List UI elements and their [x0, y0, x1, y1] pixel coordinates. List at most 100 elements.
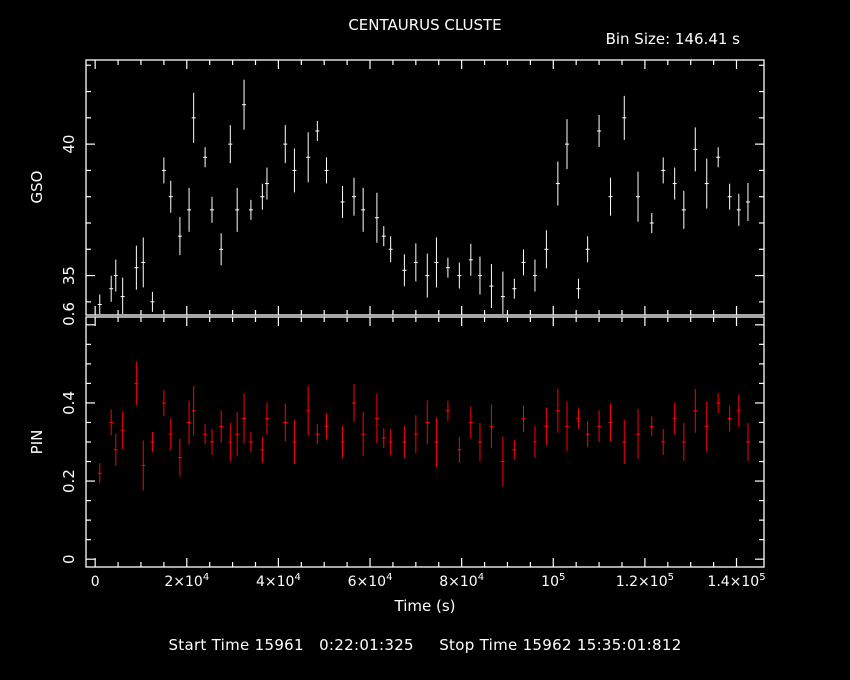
stop-time-value: 15962 15:35:01:812 [522, 636, 682, 654]
gso-y-tick-label: 35 [60, 266, 78, 285]
gso-point [264, 167, 269, 200]
x-tick-label: 105 [541, 572, 565, 590]
gso-point [445, 257, 450, 278]
gso-point [361, 187, 366, 232]
gso-point [745, 182, 750, 221]
gso-point [306, 132, 311, 183]
gso-point [120, 277, 125, 314]
start-time-value: 15961 0:22:01:325 [254, 636, 414, 654]
gso-bottom-tick-label: 0.6 [60, 302, 78, 326]
pin-point [477, 423, 482, 461]
gso-point [340, 185, 345, 218]
gso-point [324, 157, 329, 184]
gso-point [716, 147, 721, 168]
x-tick-label: 2×104 [164, 572, 209, 590]
pin-point [292, 420, 297, 464]
gso-point [532, 259, 537, 292]
gso-point [283, 125, 288, 164]
pin-point [681, 423, 686, 461]
gso-point [209, 196, 214, 223]
gso-point [292, 148, 297, 193]
gso-point [177, 217, 182, 256]
gso-point [141, 237, 146, 288]
gso-point [477, 256, 482, 295]
gso-point [248, 199, 253, 220]
pin-point [134, 361, 139, 406]
pin-point [597, 410, 602, 443]
gso-point [402, 254, 407, 287]
gso-point [704, 158, 709, 209]
gso-point [500, 271, 505, 314]
gso-point [622, 95, 627, 140]
pin-point [716, 392, 721, 413]
x-tick-label: 0 [91, 574, 100, 590]
pin-point [468, 406, 473, 439]
gso-point [649, 212, 654, 233]
pin-point [235, 412, 240, 457]
pin-point [532, 426, 537, 458]
pin-point [361, 412, 366, 457]
gso-point [109, 275, 114, 302]
pin-point [168, 418, 173, 451]
pin-point [512, 439, 517, 460]
pin-point [434, 417, 439, 467]
pin-series [97, 361, 750, 491]
gso-point [512, 278, 517, 299]
pin-point [191, 385, 196, 436]
pin-point [177, 438, 182, 477]
pin-y-tick-label: 0.2 [60, 469, 78, 493]
pin-point [187, 400, 192, 445]
gso-point [203, 147, 208, 168]
pin-point [622, 420, 627, 464]
pin-point [203, 424, 208, 445]
axes: 0 2×104 4×104 6×104 8×104 105 1.2×105 1.4×105 35… [60, 60, 766, 590]
pin-point [150, 432, 155, 452]
bin-size-label: Bin Size: 146.41 s [606, 30, 741, 48]
pin-point [555, 388, 560, 433]
pin-point [264, 402, 269, 435]
gso-point [636, 171, 641, 222]
gso-point [681, 190, 686, 229]
gso-point [187, 187, 192, 232]
gso-point [168, 180, 173, 213]
gso-point [219, 233, 224, 266]
gso-y-tick-label: 40 [60, 135, 78, 154]
pin-y-tick-label: 0.4 [60, 391, 78, 415]
gso-point [672, 167, 677, 200]
gso-panel-frame [85, 59, 765, 316]
gso-point [413, 243, 418, 282]
gso-point [434, 237, 439, 288]
pin-point [693, 388, 698, 433]
pin-point [576, 408, 581, 429]
start-time-label: Start Time [168, 636, 250, 654]
gso-point [315, 120, 320, 141]
gso-point [608, 177, 613, 216]
gso-point [585, 236, 590, 263]
pin-point [445, 400, 450, 421]
pin-point [413, 415, 418, 454]
gso-point [97, 294, 102, 314]
pin-point [608, 403, 613, 442]
gso-point [425, 253, 430, 298]
gso-point [381, 226, 386, 247]
x-tick-label: 1.2×105 [616, 572, 674, 590]
gso-point [242, 79, 247, 130]
x-tick-label: 4×104 [256, 572, 301, 590]
pin-point [324, 413, 329, 440]
gso-series [97, 79, 750, 314]
pin-point [704, 401, 709, 452]
gso-point [260, 183, 265, 210]
pin-point [374, 393, 379, 444]
pin-point [521, 405, 526, 432]
gso-point [597, 114, 602, 147]
x-tick-label: 6×104 [348, 572, 393, 590]
pin-point [161, 389, 166, 416]
pin-point [242, 393, 247, 444]
gso-point [565, 119, 570, 170]
pin-point [260, 436, 265, 463]
gso-point [727, 183, 732, 210]
gso-point [228, 125, 233, 164]
pin-point [306, 385, 311, 436]
gso-point [388, 236, 393, 263]
